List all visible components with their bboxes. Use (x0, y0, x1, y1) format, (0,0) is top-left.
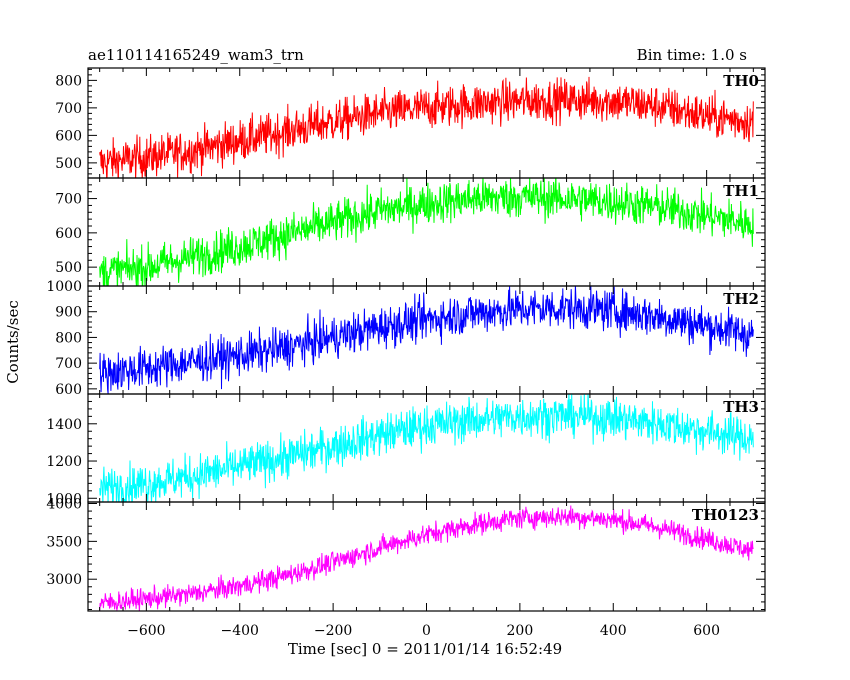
panel-frame (87, 67, 766, 179)
panel-label-th3: TH3 (723, 398, 759, 416)
y-tick-label: 600 (55, 128, 82, 144)
y-axis-title: Counts/sec (4, 300, 22, 384)
y-tick-label: 4000 (46, 497, 82, 513)
y-tick-label: 1400 (46, 417, 82, 433)
panel-th0: 500 600 700 800 TH0 (55, 67, 766, 179)
x-tick-label: −600 (127, 623, 165, 639)
chart-title: ae110114165249_wam3_trn (88, 46, 304, 64)
y-tick-label: 600 (55, 382, 82, 398)
x-tick-label: −400 (221, 623, 259, 639)
series-line-th2 (99, 286, 754, 394)
series-line-th3 (99, 394, 754, 502)
panel-label-th2: TH2 (723, 290, 759, 308)
y-tick-label: 800 (55, 330, 82, 346)
panel-label-th1: TH1 (723, 182, 759, 200)
y-tick-label: 1200 (46, 454, 82, 470)
x-axis: −600 −400 −200 0 200 400 600 (127, 623, 720, 639)
panel-label-th0: TH0 (723, 72, 759, 90)
series-line-th0123 (99, 505, 754, 611)
y-tick-label: 700 (55, 192, 82, 208)
panel-th1: 500 600 700 TH1 (55, 177, 766, 287)
x-tick-label: 200 (507, 623, 534, 639)
y-tick-label: 800 (55, 73, 82, 89)
panel-th2: 600 700 800 900 1000 TH2 (46, 279, 766, 398)
panel-th3: 1000 1200 1400 TH3 (46, 393, 766, 507)
series-line-th1 (99, 178, 754, 286)
y-tick-label: 700 (55, 101, 82, 117)
panel-th0123: 3000 3500 4000 TH0123 (46, 497, 766, 612)
panel-frame (87, 501, 766, 612)
y-tick-label: 600 (55, 226, 82, 242)
x-tick-label: 0 (422, 623, 431, 639)
x-tick-label: −200 (314, 623, 352, 639)
panel-frame (87, 177, 766, 287)
y-tick-label: 3000 (46, 572, 82, 588)
y-tick-label: 3500 (46, 534, 82, 550)
y-tick-label: 500 (55, 156, 82, 172)
x-tick-label: 400 (600, 623, 627, 639)
panel-label-th0123: TH0123 (692, 506, 759, 524)
y-tick-label: 1000 (46, 491, 82, 507)
y-tick-label: 500 (55, 260, 82, 276)
y-tick-label: 700 (55, 356, 82, 372)
x-axis-title: Time [sec] 0 = 2011/01/14 16:52:49 (288, 640, 562, 658)
panels-group: 500 600 700 800 TH0 500 600 700 TH1 600 700 800 900 1… (46, 67, 766, 612)
y-tick-label: 1000 (46, 279, 82, 295)
panel-frame (87, 285, 766, 395)
x-tick-label: 600 (693, 623, 720, 639)
bin-time-label: Bin time: 1.0 s (637, 46, 747, 64)
y-tick-label: 900 (55, 305, 82, 321)
series-line-th0 (99, 76, 754, 178)
